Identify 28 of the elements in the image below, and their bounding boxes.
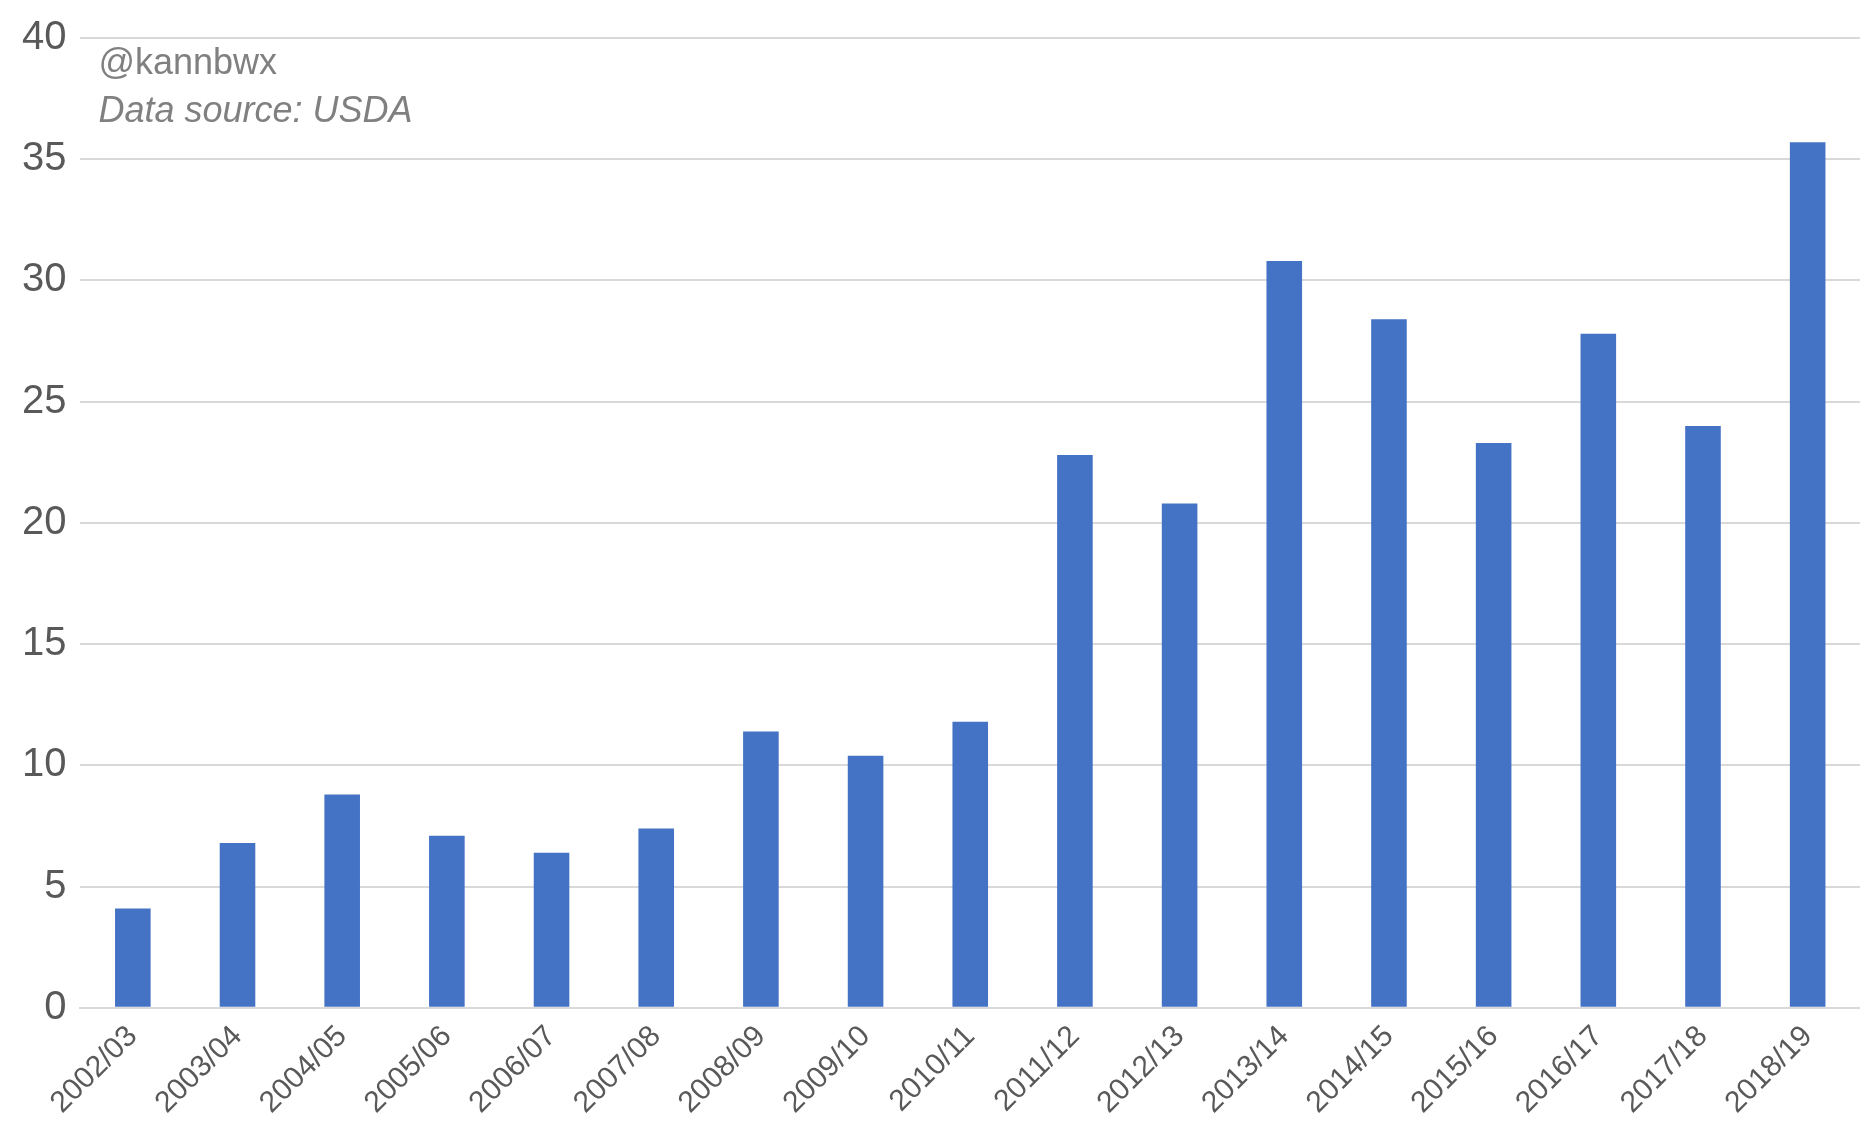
y-tick-label: 5 bbox=[44, 861, 67, 906]
annotation: Data source: USDA bbox=[98, 89, 413, 131]
y-tick-label: 35 bbox=[21, 134, 67, 179]
bar bbox=[952, 721, 989, 1007]
bar bbox=[429, 835, 465, 1007]
bar bbox=[1685, 425, 1721, 1007]
bar bbox=[847, 755, 884, 1007]
bar bbox=[115, 908, 151, 1007]
bar bbox=[638, 828, 675, 1007]
y-tick-label: 30 bbox=[21, 255, 67, 300]
bar bbox=[1789, 142, 1826, 1007]
bar bbox=[1371, 319, 1407, 1007]
y-tick-label: 0 bbox=[44, 982, 67, 1027]
bar bbox=[533, 852, 570, 1007]
bar bbox=[1057, 455, 1093, 1007]
bar bbox=[743, 731, 779, 1007]
bar bbox=[324, 794, 360, 1007]
bar bbox=[1475, 442, 1512, 1007]
y-tick-label: 10 bbox=[21, 740, 67, 785]
y-tick-label: 20 bbox=[21, 497, 67, 542]
bar bbox=[1580, 333, 1617, 1007]
y-tick-label: 25 bbox=[21, 376, 67, 421]
y-tick-label: 40 bbox=[21, 13, 67, 58]
bar bbox=[1266, 261, 1303, 1007]
bar bbox=[219, 842, 256, 1007]
annotation: @kannbwx bbox=[98, 40, 278, 82]
bar bbox=[1161, 503, 1198, 1007]
y-tick-label: 15 bbox=[21, 619, 67, 664]
